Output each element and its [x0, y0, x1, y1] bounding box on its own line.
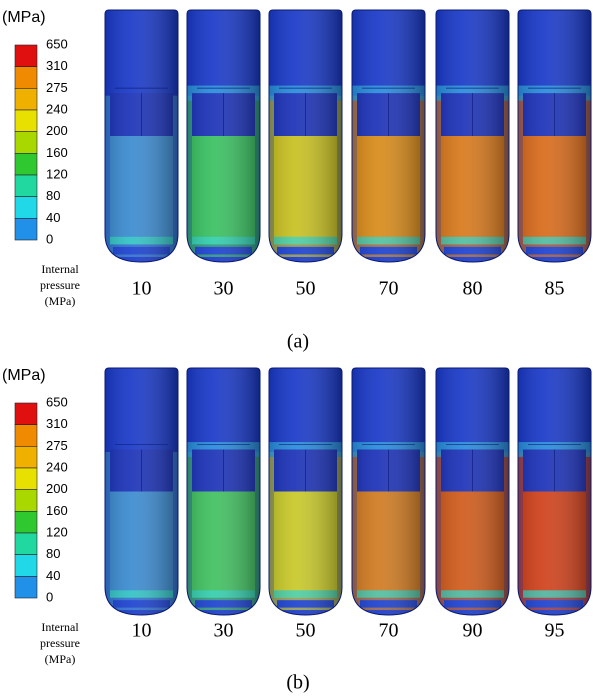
legend-label: 80	[46, 546, 60, 561]
cylinder	[436, 10, 509, 262]
legend-label: 240	[46, 459, 68, 474]
legend-swatch	[15, 533, 37, 555]
cylinder	[187, 368, 260, 615]
legend-label: 310	[46, 416, 68, 431]
legend-label: 0	[46, 589, 53, 604]
legend-swatch	[15, 110, 37, 132]
pressure-label: 50	[296, 620, 316, 642]
legend-swatch	[15, 175, 37, 197]
legend-swatch	[15, 153, 37, 175]
legend-label: 0	[46, 231, 53, 246]
legend-label: 40	[46, 568, 60, 583]
cylinder-fill	[352, 368, 425, 615]
legend-swatch	[15, 67, 37, 89]
legend-swatch	[15, 425, 37, 447]
panel-label: (b)	[286, 672, 309, 694]
pressure-label: 30	[214, 278, 234, 300]
pressure-label: 10	[132, 278, 152, 300]
cylinder	[269, 368, 342, 615]
legend-label: 200	[46, 123, 68, 138]
cylinder	[269, 10, 342, 262]
cylinder-fill	[105, 368, 178, 615]
figure: (MPa)65031027524020016012080400Internalp…	[0, 0, 593, 699]
panel: (MPa)65031027524020016012080400Internalp…	[2, 9, 591, 352]
caption-line: Internal	[41, 262, 79, 276]
legend-swatch	[15, 511, 37, 533]
legend-unit: (MPa)	[2, 9, 46, 26]
legend-label: 120	[46, 524, 68, 539]
legend-unit: (MPa)	[2, 367, 46, 384]
legend-swatch	[15, 555, 37, 577]
cylinder-fill	[518, 368, 591, 615]
legend-swatch	[15, 403, 37, 425]
caption-line: (MPa)	[45, 294, 76, 308]
legend-label: 650	[46, 394, 68, 409]
legend-swatch	[15, 197, 37, 219]
cylinder	[518, 10, 591, 262]
cylinder-fill	[187, 368, 260, 615]
pressure-label: 50	[296, 278, 316, 300]
cylinder-fill	[269, 10, 342, 262]
cylinder-fill	[436, 368, 509, 615]
pressure-label: 30	[214, 620, 234, 642]
legend-label: 240	[46, 101, 68, 116]
pressure-label: 85	[545, 278, 565, 300]
pressure-label: 80	[463, 278, 483, 300]
cylinder-fill	[352, 10, 425, 262]
legend-label: 650	[46, 36, 68, 51]
pressure-label: 70	[379, 278, 399, 300]
caption-line: pressure	[40, 278, 80, 292]
legend-label: 160	[46, 503, 68, 518]
legend-swatch	[15, 468, 37, 490]
cylinder-fill	[518, 10, 591, 262]
legend-swatch	[15, 132, 37, 154]
caption-line: (MPa)	[45, 652, 76, 666]
pressure-label: 70	[379, 620, 399, 642]
cylinder-fill	[269, 368, 342, 615]
legend-label: 120	[46, 166, 68, 181]
legend-swatch	[15, 45, 37, 67]
cylinder-fill	[105, 10, 178, 262]
legend-label: 275	[46, 438, 68, 453]
legend-swatch	[15, 576, 37, 598]
caption-line: pressure	[40, 636, 80, 650]
cylinder	[436, 368, 509, 615]
legend-label: 40	[46, 210, 60, 225]
panel-label: (a)	[287, 331, 309, 353]
caption-line: Internal	[41, 620, 79, 634]
cylinder	[187, 10, 260, 262]
legend-swatch	[15, 490, 37, 512]
legend-label: 275	[46, 80, 68, 95]
cylinder	[352, 10, 425, 262]
legend-label: 200	[46, 481, 68, 496]
pressure-label: 10	[132, 620, 152, 642]
legend-swatch	[15, 446, 37, 468]
legend-label: 310	[46, 58, 68, 73]
legend-label: 80	[46, 188, 60, 203]
pressure-label: 95	[545, 620, 565, 642]
cylinder	[352, 368, 425, 615]
panel: (MPa)65031027524020016012080400Internalp…	[2, 367, 591, 693]
cylinder	[105, 10, 178, 262]
legend-swatch	[15, 218, 37, 240]
cylinder-fill	[436, 10, 509, 262]
pressure-label: 90	[463, 620, 483, 642]
legend-swatch	[15, 88, 37, 110]
cylinder-fill	[187, 10, 260, 262]
cylinder	[105, 368, 178, 615]
cylinder	[518, 368, 591, 615]
legend-label: 160	[46, 145, 68, 160]
